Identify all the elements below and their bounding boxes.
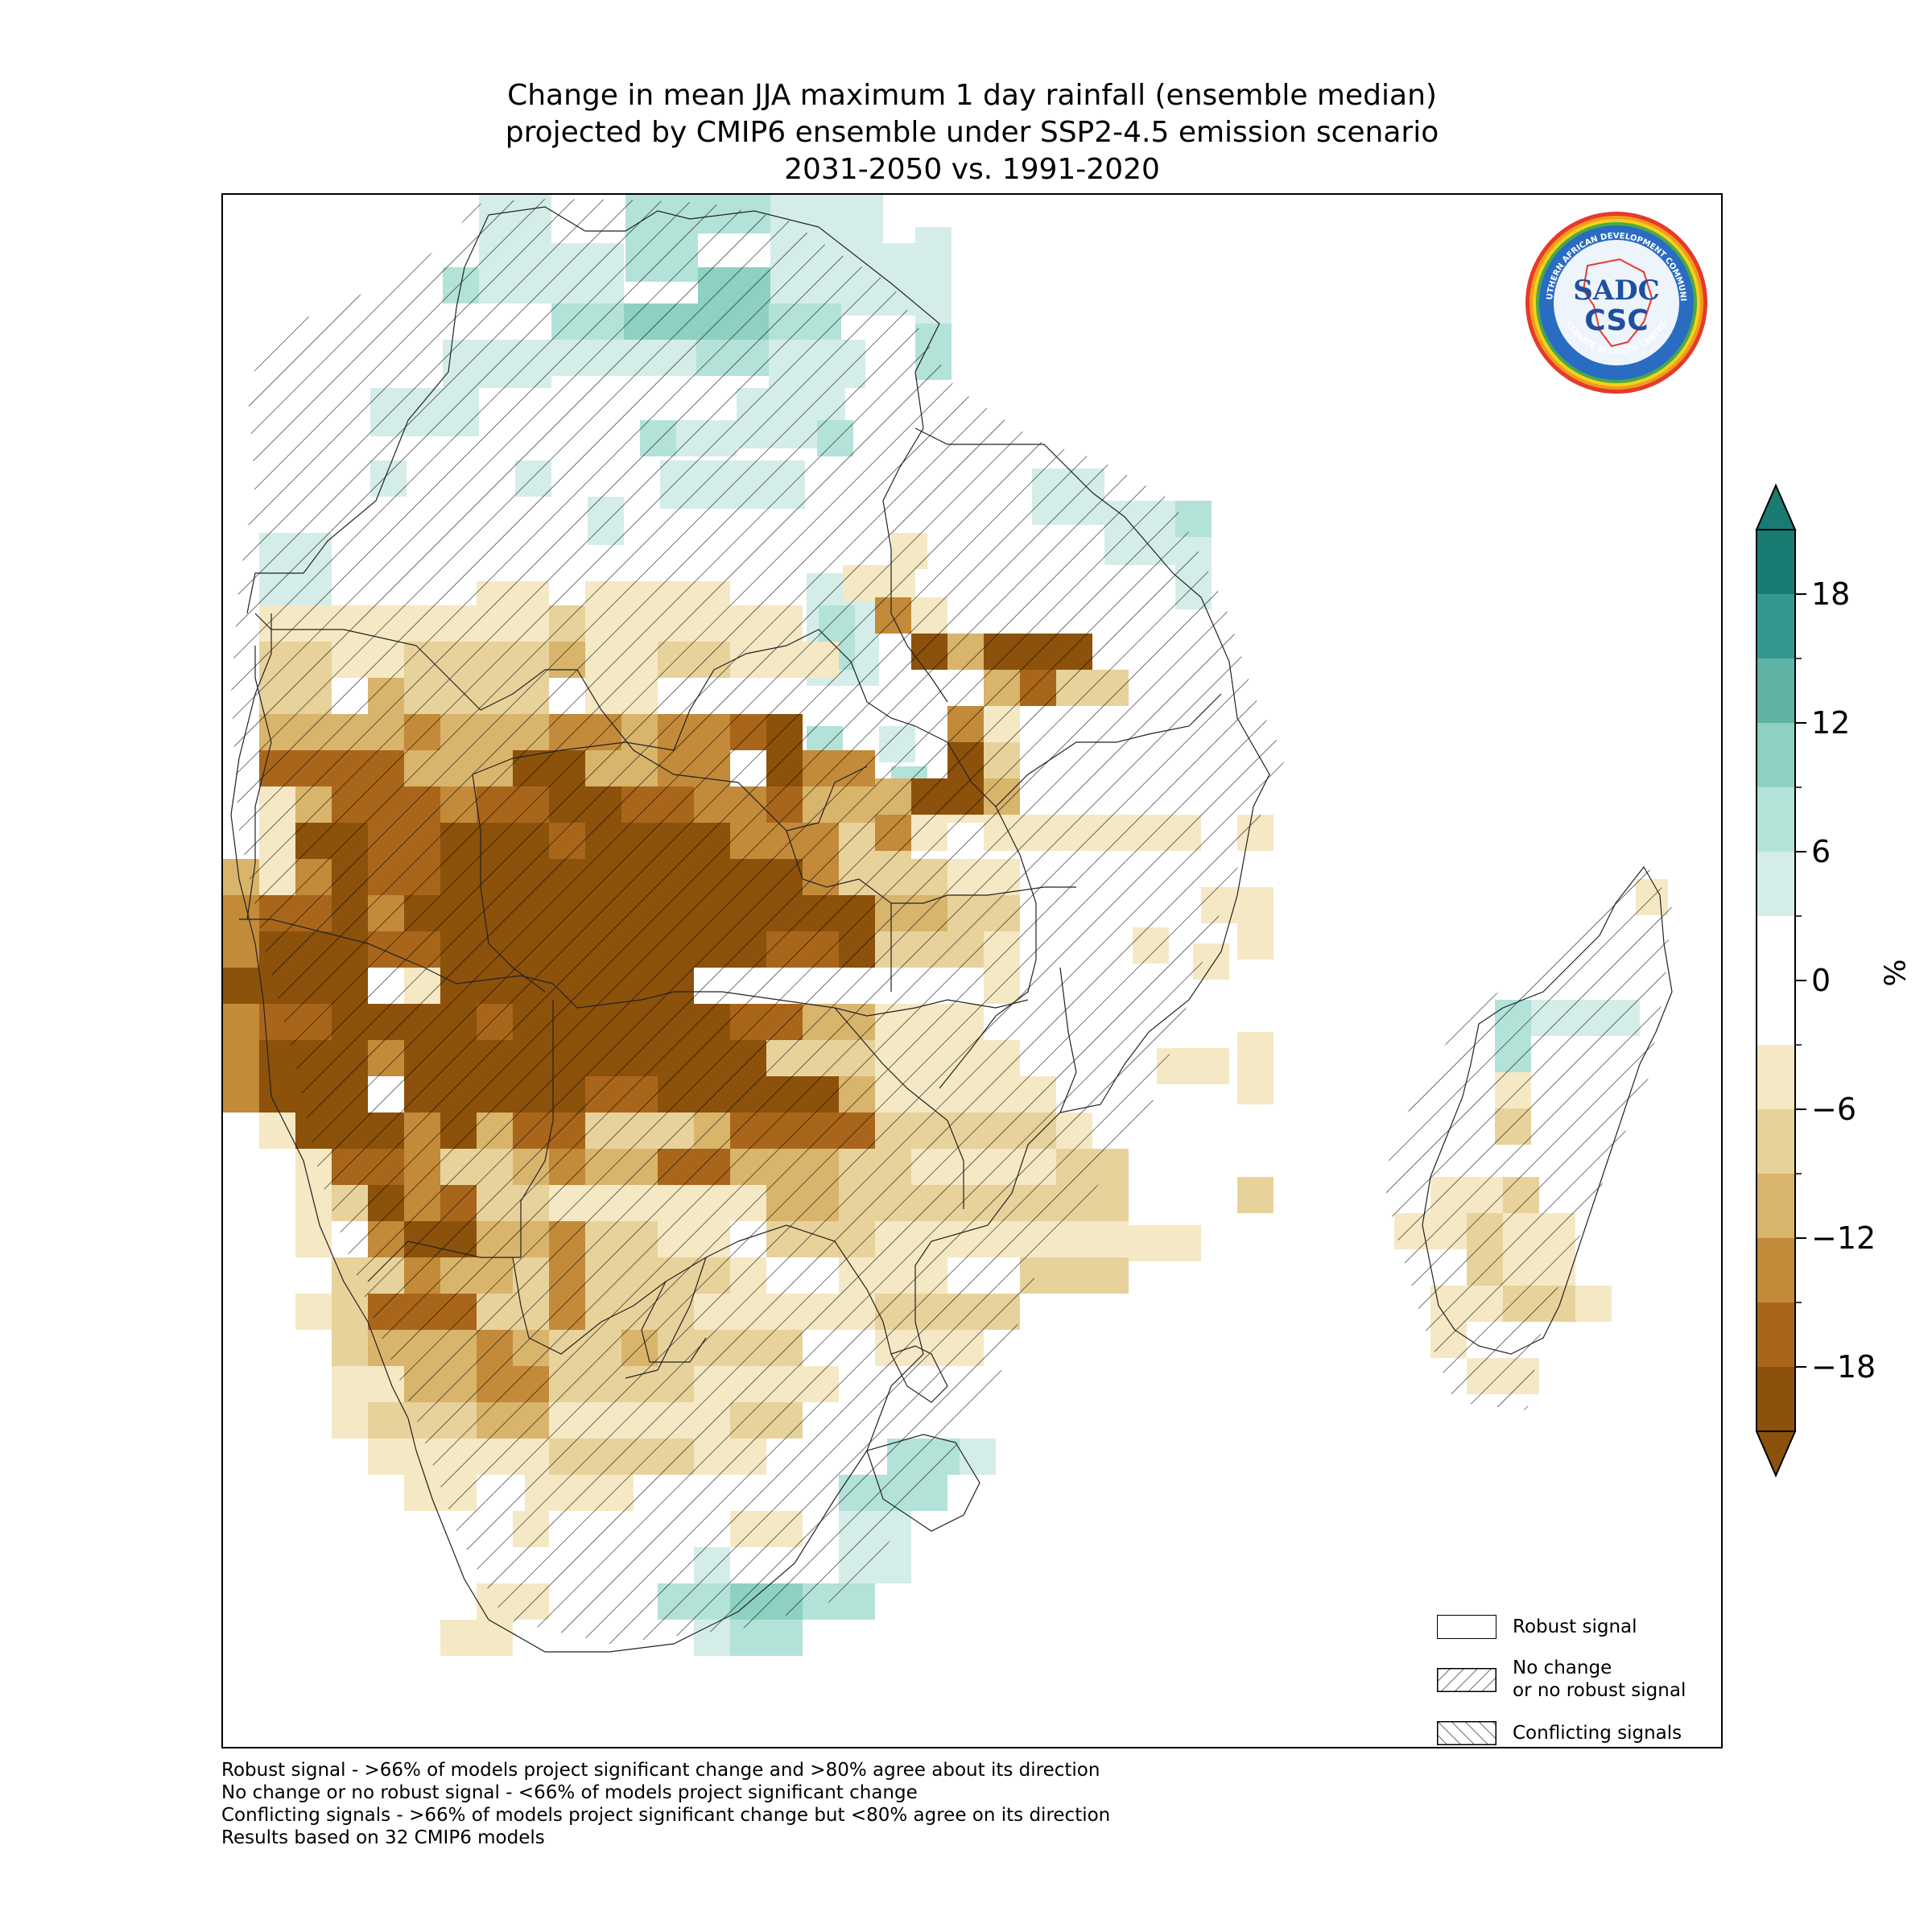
map-panel xyxy=(221,193,1723,1748)
colorbar-tick-label: −12 xyxy=(1811,1220,1876,1256)
colorbar-segment xyxy=(1757,1238,1795,1303)
logo-mark-top: SADC xyxy=(1573,275,1659,307)
title-line-1: Change in mean JJA maximum 1 day rainfal… xyxy=(507,79,1437,112)
legend-label-conflicting: Conflicting signals xyxy=(1513,1723,1682,1744)
colorbar-segment xyxy=(1757,787,1795,852)
colorbar-tick-label: 6 xyxy=(1811,834,1831,869)
colorbar-segment xyxy=(1757,530,1795,595)
colorbar-unit: % xyxy=(1879,959,1913,987)
colorbar-segment xyxy=(1757,658,1795,724)
title-line-3: 2031-2050 vs. 1991-2020 xyxy=(784,153,1160,186)
sadc-csc-logo: SADC CSC SOUTHERN AFRICAN DEVELOPMENT CO… xyxy=(1523,209,1707,394)
colorbar-segment xyxy=(1757,723,1795,788)
colorbar-segment xyxy=(1757,1109,1795,1174)
legend-label-nochange-line1: No change xyxy=(1513,1657,1612,1678)
colorbar-segment xyxy=(1757,1302,1795,1368)
legend-label-nochange: No change or no robust signal xyxy=(1513,1657,1686,1702)
logo-africa-outline xyxy=(1582,258,1653,348)
legend-swatch-conflicting xyxy=(1437,1721,1496,1745)
hatch-overlay xyxy=(231,199,1286,1644)
colorbar-tick-label: 18 xyxy=(1811,576,1850,612)
colorbar: 18 12 6 0 −6 −12 −18 xyxy=(1755,483,1876,1478)
colorbar-extend-max xyxy=(1755,483,1797,530)
footnote-models: Results based on 32 CMIP6 models xyxy=(221,1827,545,1848)
country-borders xyxy=(230,206,1270,1653)
footnote-nochange: No change or no robust signal - <66% of … xyxy=(221,1782,918,1803)
footnote-conflicting: Conflicting signals - >66% of models pro… xyxy=(221,1805,1111,1826)
footnotes: Robust signal - >66% of models project s… xyxy=(221,1759,1110,1849)
colorbar-tick-label: 12 xyxy=(1811,705,1850,741)
legend-nochange: No change or no robust signal xyxy=(1437,1657,1686,1702)
legend-swatch-robust xyxy=(1437,1615,1496,1639)
legend-swatch-nochange xyxy=(1437,1668,1496,1692)
madagascar-hatch xyxy=(1382,855,1672,1410)
madagascar-outline xyxy=(1422,865,1673,1355)
colorbar-extend-min xyxy=(1755,1430,1797,1478)
legend-label-robust: Robust signal xyxy=(1513,1616,1637,1637)
legend-label-nochange-line2: or no robust signal xyxy=(1513,1680,1686,1701)
title-line-2: projected by CMIP6 ensemble under SSP2-4… xyxy=(505,116,1439,149)
colorbar-segment xyxy=(1757,980,1795,1046)
map-canvas xyxy=(223,195,1673,1656)
colorbar-tick-label: −18 xyxy=(1811,1349,1876,1385)
colorbar-tick-label: 0 xyxy=(1811,963,1831,998)
colorbar-segment xyxy=(1757,1045,1795,1110)
legend-conflicting: Conflicting signals xyxy=(1437,1721,1682,1745)
colorbar-segment xyxy=(1757,1367,1795,1432)
colorbar-segment xyxy=(1757,1174,1795,1239)
colorbar-tick-label: −6 xyxy=(1811,1092,1856,1127)
logo-mark-bottom: CSC xyxy=(1584,304,1648,337)
legend-robust: Robust signal xyxy=(1437,1615,1637,1639)
logo-center xyxy=(1554,240,1679,365)
map-title: Change in mean JJA maximum 1 day rainfal… xyxy=(221,77,1723,188)
colorbar-segment xyxy=(1757,852,1795,917)
footnote-robust: Robust signal - >66% of models project s… xyxy=(221,1760,1100,1781)
colorbar-segment xyxy=(1757,916,1795,981)
colorbar-segment xyxy=(1757,594,1795,659)
